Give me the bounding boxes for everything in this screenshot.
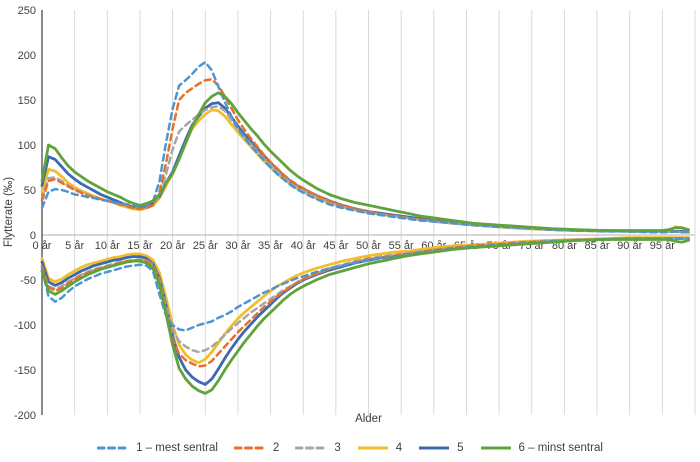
legend-marker-1-dashed-line-icon [97,446,130,450]
y-tick-label: -50 [20,275,36,287]
x-tick-label: 35 år [258,240,283,252]
series-line-2-in_rate [40,78,690,234]
series-line-3-in_rate [40,105,690,234]
x-tick-label: 10 år [95,240,120,252]
series-line-1-out_rate [40,237,690,332]
x-tick-label: 40 år [291,240,316,252]
series-line-1-in_rate [40,60,690,234]
y-tick-label: -150 [14,365,36,377]
x-tick-label: 15 år [127,240,152,252]
y-tick-label: 100 [18,140,36,152]
x-tick-label: 90 år [617,240,642,252]
legend-item-5: 5 [418,442,464,454]
y-tick-label: 150 [18,95,36,107]
legend-marker-5-solid-line-icon [419,446,450,450]
legend-label-6: 6 – minst sentral [518,442,603,454]
y-tick-label: 250 [18,5,36,17]
legend-label-3: 3 [334,442,341,454]
legend-marker-6-solid-line-icon [480,446,511,450]
legend-item-2: 2 [233,442,280,454]
x-tick-label: 25 år [193,240,218,252]
y-tick-label: -100 [14,320,36,332]
legend-marker-4-solid-line-icon [357,446,388,450]
legend-marker-3-dashed-line-icon [295,446,328,450]
series-line-6-out_rate [40,238,690,395]
chart-legend: 1 – mest sentral 2 3 4 5 6 – minst sentral [0,439,700,457]
legend-label-1: 1 – mest sentral [136,442,218,454]
y-tick-label: -200 [14,410,36,422]
legend-item-4: 4 [357,442,402,454]
y-tick-label: 50 [24,185,36,197]
x-tick-label: 20 år [160,240,185,252]
x-tick-label: 50 år [356,240,381,252]
x-tick-label: 95 år [650,240,675,252]
y-tick-label: 0 [30,230,36,242]
legend-marker-2-dashed-line-icon [233,446,266,450]
y-tick-label: 200 [18,50,36,62]
series-line-4-in_rate [40,108,690,233]
legend-item-6: 6 – minst sentral [480,442,603,454]
line-chart-canvas: 250 200 150 100 50 0 -50 -100 -150 -200 0 år 5 år 10… [14,5,696,422]
legend-label-2: 2 [272,442,280,454]
legend-item-1: 1 – mest sentral [97,442,218,454]
series-line-3-out_rate [40,237,690,354]
series-line-6-in_rate [40,91,690,232]
x-tick-label: 5 år [65,240,84,252]
x-tick-label: 85 år [585,240,610,252]
x-tick-label: 0 år [33,240,52,252]
x-axis-title: Alder [355,413,382,425]
legend-label-5: 5 [457,442,464,454]
x-tick-label: 55 år [389,240,414,252]
x-tick-label: 30 år [225,240,250,252]
x-tick-label: 45 år [323,240,348,252]
legend-label-4: 4 [395,442,403,454]
legend-item-3: 3 [295,442,341,454]
